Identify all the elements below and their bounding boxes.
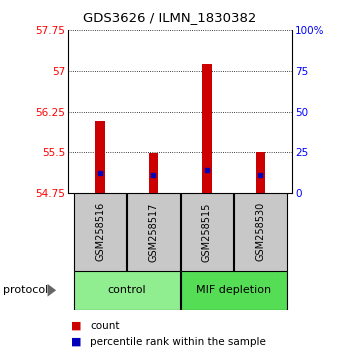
Text: control: control <box>107 285 146 295</box>
Text: GDS3626 / ILMN_1830382: GDS3626 / ILMN_1830382 <box>83 11 257 24</box>
Text: percentile rank within the sample: percentile rank within the sample <box>90 337 266 347</box>
Bar <box>149 153 158 193</box>
Bar <box>256 152 265 193</box>
Text: protocol: protocol <box>3 285 49 295</box>
Text: GSM258516: GSM258516 <box>95 202 105 262</box>
Text: ■: ■ <box>71 321 82 331</box>
Text: ■: ■ <box>71 337 82 347</box>
Bar <box>127 193 180 271</box>
Bar <box>95 121 105 193</box>
Bar <box>181 271 287 310</box>
Text: GSM258515: GSM258515 <box>202 202 212 262</box>
Bar <box>74 271 180 310</box>
Text: count: count <box>90 321 120 331</box>
Text: MIF depletion: MIF depletion <box>196 285 271 295</box>
Bar <box>234 193 287 271</box>
Bar <box>181 193 233 271</box>
Bar <box>202 64 212 193</box>
Bar <box>74 193 126 271</box>
Text: GSM258517: GSM258517 <box>149 202 158 262</box>
Text: GSM258530: GSM258530 <box>255 202 265 262</box>
